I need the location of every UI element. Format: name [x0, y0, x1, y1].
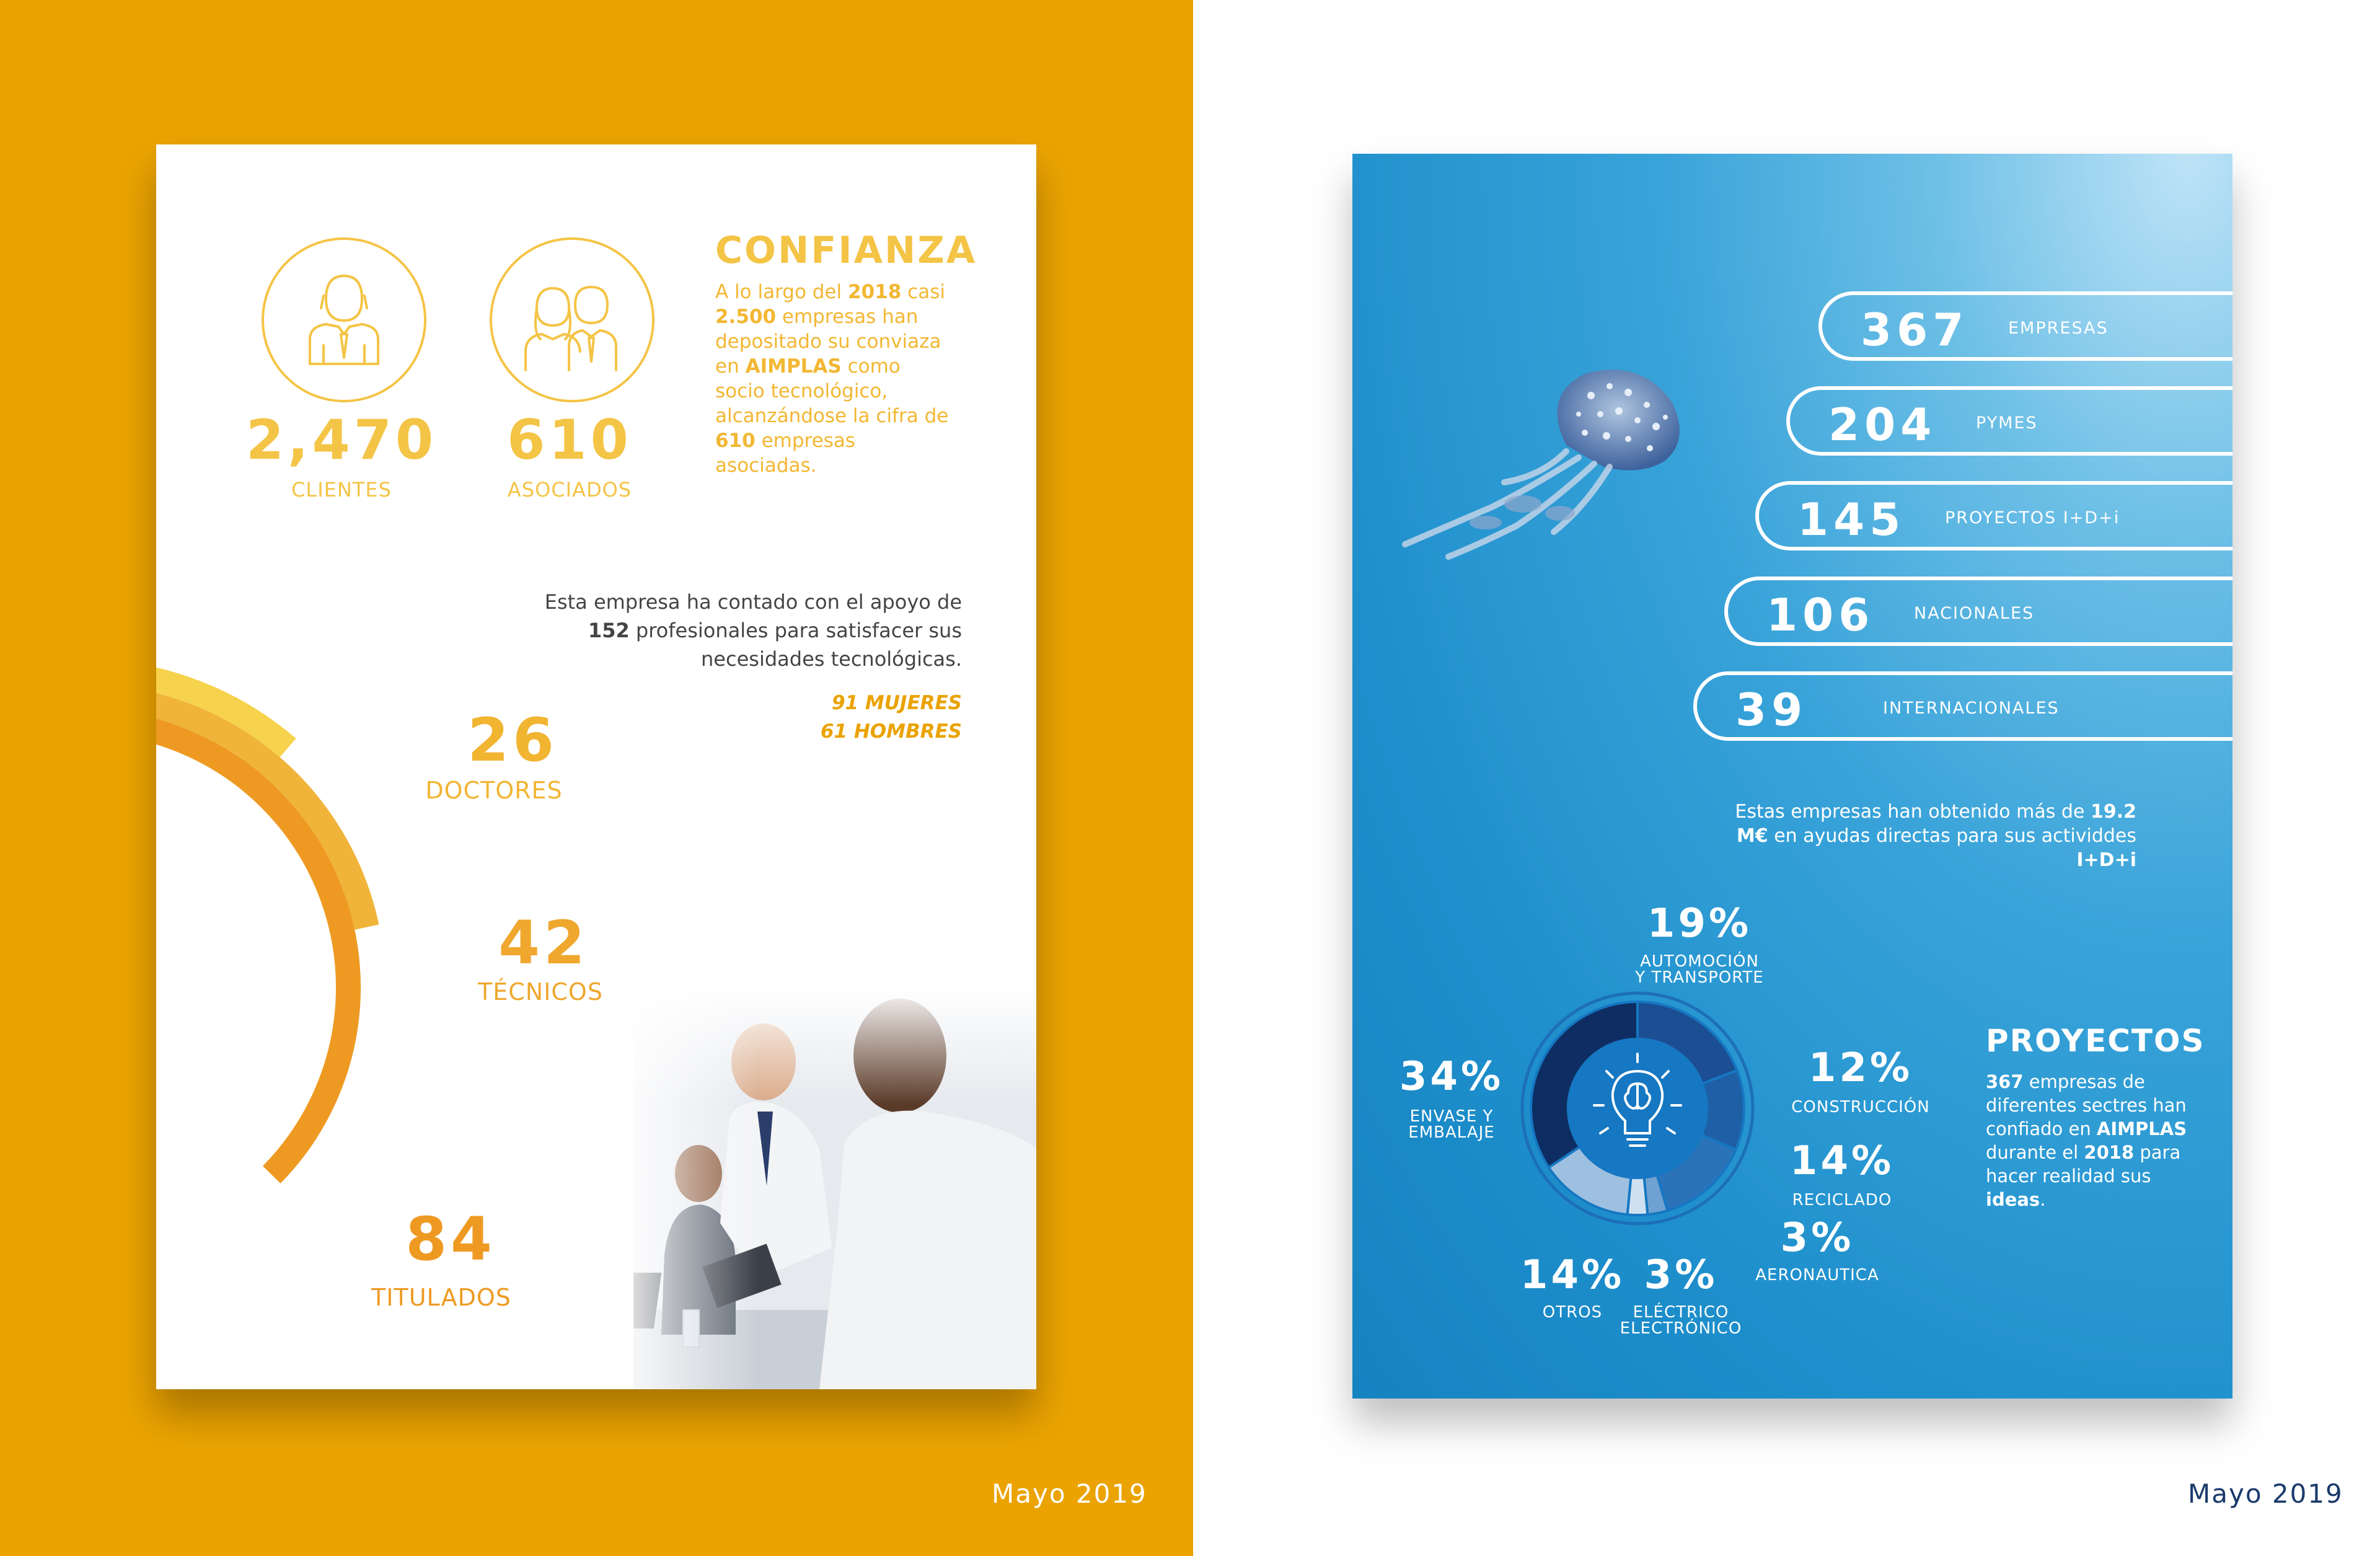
asociados-value: 610	[507, 408, 632, 472]
left-infographic-card: 2,470 CLIENTES 610 ASOCIADOS CONFIANZA A…	[156, 144, 1036, 1389]
doctores-value: 26	[467, 705, 558, 775]
sector-automocion-pct: 19%	[1647, 901, 1752, 947]
sector-electrico-label: ELÉCTRICO ELECTRÓNICO	[1620, 1303, 1742, 1338]
internacionales-value: 39	[1735, 684, 1808, 736]
sector-otros-pct: 14%	[1520, 1252, 1625, 1298]
sector-automocion-label: AUTOMOCIÓN Y TRANSPORTE	[1635, 952, 1764, 987]
titulados-arc	[156, 709, 361, 1266]
professionals-arcs	[156, 659, 411, 1316]
sector-reciclado-pct: 14%	[1789, 1138, 1895, 1184]
sector-envase-label: ENVASE Y EMBALAJE	[1408, 1107, 1495, 1142]
gender-breakdown: 91 MUJERES 61 HOMBRES	[714, 689, 962, 746]
empresas-label: EMPRESAS	[2008, 319, 2109, 338]
internacionales-label: INTERNACIONALES	[1883, 699, 2060, 718]
nacionales-value: 106	[1766, 589, 1875, 641]
hombres-count: 61 HOMBRES	[820, 720, 962, 743]
sector-aeronautica-label: AERONAUTICA	[1755, 1266, 1879, 1284]
sector-electrico-pct: 3%	[1644, 1252, 1718, 1298]
business-team-icon	[490, 237, 654, 402]
tecnicos-value: 42	[498, 908, 589, 978]
pymes-label: PYMES	[1976, 413, 2038, 433]
mujeres-count: 91 MUJERES	[831, 692, 962, 714]
sector-construccion-pct: 12%	[1808, 1045, 1913, 1091]
sector-construccion-label: CONSTRUCCIÓN	[1791, 1098, 1930, 1116]
ayudas-text: Estas empresas han obtenido más de 19.2 …	[1735, 801, 2136, 871]
pill-proyectos-idi: 145 PROYECTOS I+D+i	[1755, 481, 2232, 550]
sector-reciclado-label: RECICLADO	[1792, 1191, 1892, 1209]
apoyo-text: Esta empresa ha contado con el apoyo de …	[544, 590, 962, 671]
sector-otros-label: OTROS	[1542, 1303, 1603, 1322]
sector-envase-pct: 34%	[1399, 1054, 1504, 1100]
lightbulb-brain-icon	[1593, 1053, 1682, 1147]
titulados-value: 84	[405, 1205, 496, 1274]
confianza-text: A lo largo del 2018 casi 2.500 empresas …	[715, 281, 949, 477]
office-meeting-photo	[633, 988, 1036, 1389]
pill-internacionales: 39 INTERNACIONALES	[1693, 671, 2232, 741]
pymes-value: 204	[1828, 399, 1937, 451]
titulados-label: TITULADOS	[371, 1284, 511, 1311]
right-footer-date: Mayo 2019	[2188, 1479, 2343, 1509]
right-infographic-card: 367 EMPRESAS 204 PYMES 145 PROYECTOS I+D…	[1352, 154, 2232, 1399]
asociados-label: ASOCIADOS	[507, 478, 632, 502]
pill-nacionales: 106 NACIONALES	[1724, 577, 2232, 646]
clientes-value: 2,470	[245, 408, 438, 472]
proyectos-text: 367 empresas de diferentes sectres han c…	[1986, 1071, 2187, 1210]
proyectos-title: PROYECTOS	[1986, 1023, 2205, 1059]
jellyfish-image	[1402, 369, 1680, 560]
pill-empresas: 367 EMPRESAS	[1818, 291, 2232, 361]
doctores-label: DOCTORES	[425, 777, 563, 804]
tecnicos-label: TÉCNICOS	[478, 978, 603, 1006]
proyectos-idi-value: 145	[1797, 493, 1906, 546]
businessman-icon	[262, 237, 426, 402]
sector-aeronautica-pct: 3%	[1780, 1215, 1854, 1261]
proyectos-idi-label: PROYECTOS I+D+i	[1945, 508, 2120, 528]
confianza-title: CONFIANZA	[715, 229, 977, 272]
clientes-label: CLIENTES	[291, 478, 392, 502]
nacionales-label: NACIONALES	[1914, 604, 2035, 623]
pill-pymes: 204 PYMES	[1786, 386, 2232, 456]
sectors-donut-chart	[1520, 991, 1755, 1226]
left-footer-date: Mayo 2019	[992, 1479, 1147, 1509]
empresas-value: 367	[1861, 304, 1969, 356]
